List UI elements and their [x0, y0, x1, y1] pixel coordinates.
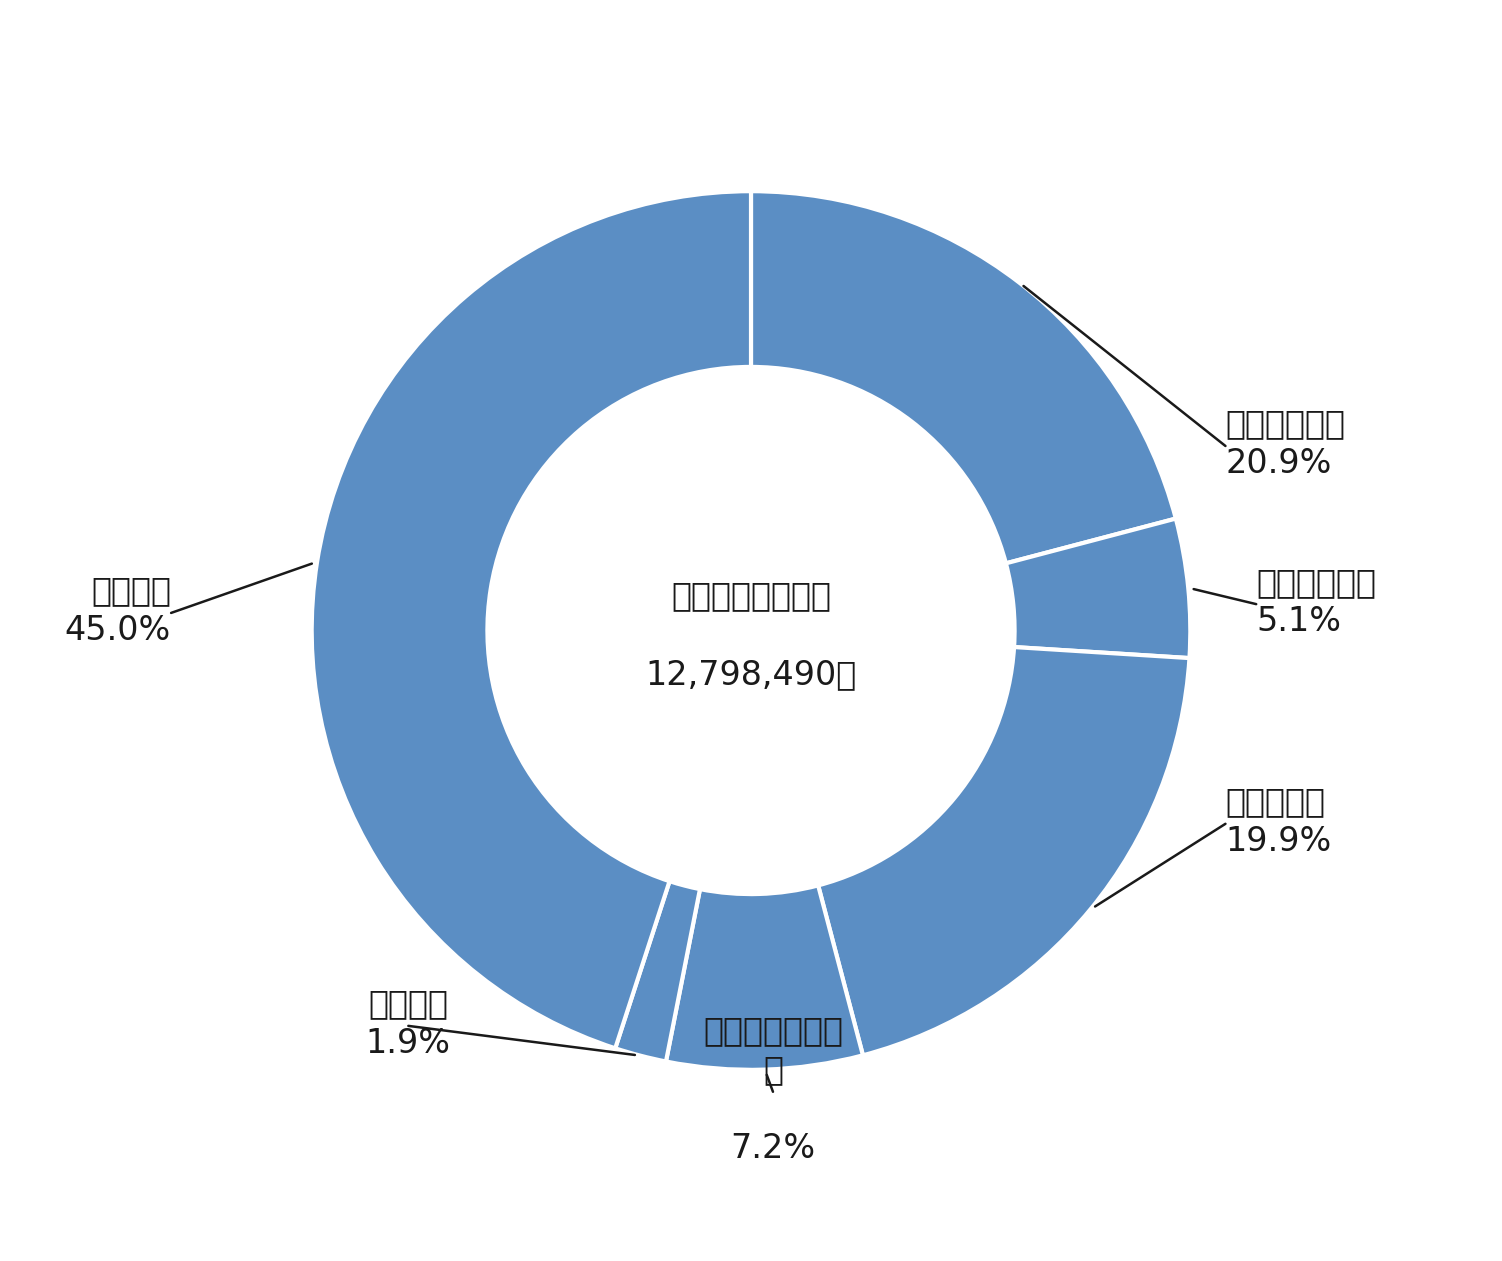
Text: 20.9%: 20.9% [1226, 448, 1332, 480]
Wedge shape [751, 192, 1176, 564]
Text: 金融機関: 金融機関 [92, 575, 171, 608]
Wedge shape [665, 885, 864, 1069]
Text: 個人・その他: 個人・その他 [1226, 407, 1346, 440]
Wedge shape [819, 647, 1190, 1055]
Text: 7.2%: 7.2% [730, 1132, 816, 1165]
Text: 1.9%: 1.9% [366, 1026, 451, 1061]
Text: 発行済み株式総数: 発行済み株式総数 [671, 579, 831, 612]
Text: 国内法人・その: 国内法人・その [703, 1014, 843, 1047]
Wedge shape [616, 881, 700, 1062]
Text: 証券会社: 証券会社 [368, 987, 448, 1020]
Wedge shape [1006, 518, 1190, 658]
Text: 自己名義株式: 自己名義株式 [1256, 566, 1376, 599]
Text: 外国法人等: 外国法人等 [1226, 786, 1325, 818]
Wedge shape [312, 192, 751, 1048]
Text: 19.9%: 19.9% [1226, 825, 1332, 857]
Text: 45.0%: 45.0% [65, 614, 171, 647]
Text: 他: 他 [763, 1053, 783, 1086]
Text: 12,798,490株: 12,798,490株 [646, 658, 856, 691]
Text: 5.1%: 5.1% [1256, 605, 1341, 638]
